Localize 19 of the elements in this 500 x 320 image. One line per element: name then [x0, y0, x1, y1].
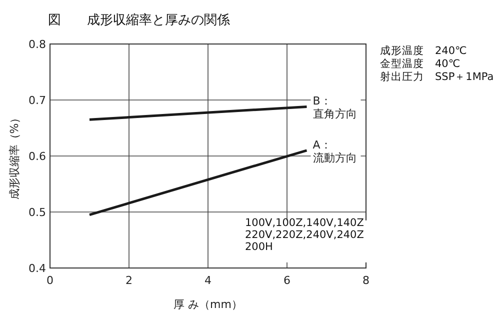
- y-tick-label: 0.5: [28, 206, 46, 219]
- chart-title: 図 成形収縮率と厚みの関係: [48, 12, 230, 28]
- x-tick-label: 4: [204, 274, 212, 287]
- x-tick-label: 0: [46, 274, 54, 287]
- annotation: 100V,100Z,140V,140Z 220V,220Z,240V,240Z 200H: [245, 217, 364, 253]
- y-tick-label: 0.8: [28, 38, 46, 51]
- x-axis-title: 厚 み（mm）: [174, 298, 242, 311]
- series-label: B：直角方向: [312, 94, 357, 121]
- x-tick-label: 8: [362, 274, 370, 287]
- y-tick-label: 0.4: [28, 262, 46, 275]
- text: 金型温度 40℃: [380, 57, 460, 70]
- x-tick-label: 2: [126, 274, 132, 287]
- y-axis-title: 成形収縮率（%）: [8, 112, 21, 200]
- y-tick-label: 0.7: [28, 94, 46, 107]
- y-tick-label: 0.6: [28, 150, 46, 163]
- x-tick-label: 6: [284, 274, 290, 287]
- text: 成形温度 240℃: [380, 44, 468, 57]
- text: 射出圧力 SSP＋1MPa: [380, 70, 494, 83]
- series-label: A：流動方向: [312, 138, 357, 164]
